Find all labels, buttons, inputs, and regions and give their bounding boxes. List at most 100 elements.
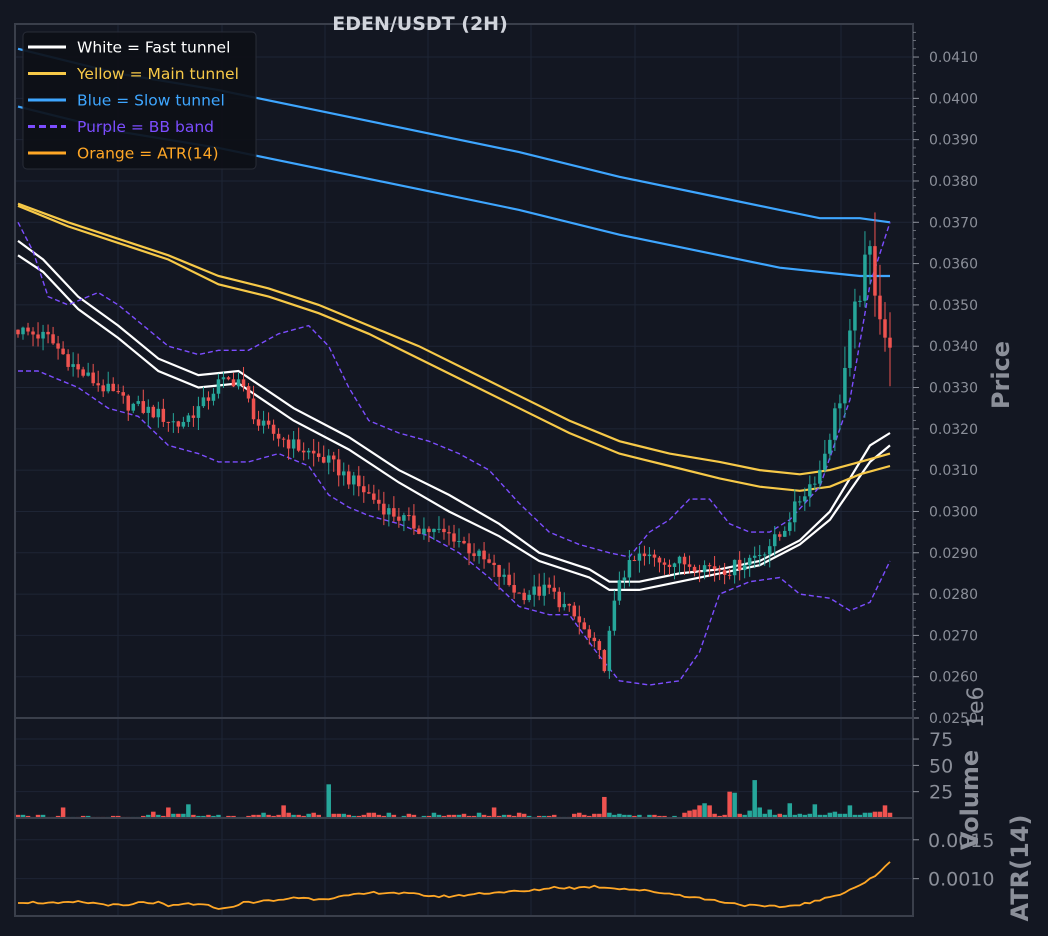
candle-body — [572, 605, 577, 617]
volume-bar — [521, 813, 527, 818]
volume-bar — [627, 814, 632, 818]
candle-body — [141, 401, 146, 413]
candle-body — [91, 372, 95, 384]
volume-bar — [115, 815, 121, 818]
candle-body — [367, 492, 371, 494]
candle-body — [196, 406, 201, 418]
volume-bar — [110, 815, 116, 818]
volume-bar — [747, 810, 752, 818]
volume-bar — [211, 815, 216, 818]
candle-body — [276, 433, 281, 439]
candle-body — [798, 501, 802, 503]
volume-bar — [837, 813, 843, 818]
candle-body — [577, 616, 582, 623]
candle-body — [712, 566, 717, 570]
candle-body — [652, 554, 657, 558]
volume-bar — [807, 813, 813, 818]
candle-body — [592, 637, 597, 642]
candle-body — [321, 456, 326, 463]
volume-bar — [682, 812, 687, 818]
volume-bar — [406, 813, 412, 818]
volume-bar — [617, 813, 622, 818]
candle-body — [482, 550, 486, 560]
volume-bar — [496, 815, 502, 818]
candle-body — [527, 594, 531, 601]
candle-body — [131, 403, 136, 411]
candle-body — [557, 591, 561, 608]
legend: White = Fast tunnel Yellow = Main tunnel B… — [22, 31, 257, 170]
candle-body — [497, 565, 501, 577]
volume-bar — [647, 814, 652, 818]
candle-body — [642, 553, 647, 557]
candle-body — [191, 415, 196, 418]
candle-body — [412, 515, 416, 529]
volume-bar — [436, 814, 442, 818]
volume-bar — [176, 813, 181, 818]
volume-bar — [246, 815, 251, 818]
candle-body — [747, 557, 752, 566]
volume-bar — [346, 814, 352, 818]
candle-body — [462, 540, 466, 544]
price-tick-label: 0.0310 — [929, 463, 978, 479]
series-line — [17, 254, 891, 591]
atr-axis-ticks: 0.0010 0.0015 — [913, 830, 994, 891]
volume-bar — [772, 814, 777, 818]
volume-bar — [35, 814, 41, 818]
candle-body — [627, 560, 632, 578]
volume-bar — [60, 807, 66, 818]
volume-bar — [777, 813, 783, 818]
volume-panel: 25 50 75 1e6 Volume — [14, 686, 989, 850]
candle-body — [697, 571, 702, 573]
series-line — [17, 202, 891, 476]
candle-body — [457, 540, 461, 542]
volume-bar — [712, 813, 717, 818]
candlesticks — [16, 212, 892, 679]
candle-body — [762, 554, 767, 556]
volume-bar — [707, 805, 712, 818]
candle-body — [116, 391, 120, 393]
candle-body — [392, 508, 396, 517]
volume-tick-label: 25 — [929, 782, 953, 804]
volume-bar — [40, 814, 46, 818]
price-tick-label: 0.0380 — [929, 174, 978, 190]
volume-bar — [401, 815, 407, 818]
volume-bar — [421, 815, 427, 818]
candle-body — [437, 528, 441, 530]
volume-bar — [511, 815, 517, 818]
volume-bar — [381, 815, 387, 818]
volume-bar — [486, 815, 492, 818]
volume-bar — [171, 813, 176, 818]
volume-bar — [802, 814, 808, 818]
volume-bar — [266, 814, 271, 818]
atr-panel: 0.0010 0.0015 ATR(14) — [14, 815, 1034, 921]
candle-body — [211, 393, 216, 401]
legend-label: Purple = BB band — [77, 118, 214, 136]
candle-body — [186, 415, 191, 422]
price-tick-label: 0.0390 — [929, 133, 978, 149]
candle-body — [46, 331, 50, 335]
volume-bar — [787, 803, 793, 818]
candle-body — [818, 469, 822, 484]
candle-body — [567, 603, 572, 606]
legend-label: Yellow = Main tunnel — [76, 65, 239, 83]
volume-bar — [887, 812, 893, 818]
volume-bar — [166, 807, 171, 818]
candle-body — [552, 587, 556, 592]
volume-bar — [361, 814, 367, 818]
candle-body — [853, 301, 857, 331]
volume-bar — [446, 814, 452, 818]
volume-bar — [697, 805, 702, 818]
volume-tick-label: 50 — [929, 755, 953, 777]
volume-bar — [852, 814, 858, 818]
candle-body — [783, 530, 787, 537]
candle-body — [121, 392, 125, 396]
candle-body — [226, 377, 231, 380]
candle-body — [742, 565, 747, 571]
candle-body — [767, 546, 772, 555]
candle-body — [722, 570, 727, 575]
candle-body — [542, 584, 546, 596]
volume-bar — [451, 814, 457, 818]
volume-bar — [251, 814, 256, 818]
candle-body — [352, 475, 356, 485]
volume-bar — [216, 814, 221, 818]
